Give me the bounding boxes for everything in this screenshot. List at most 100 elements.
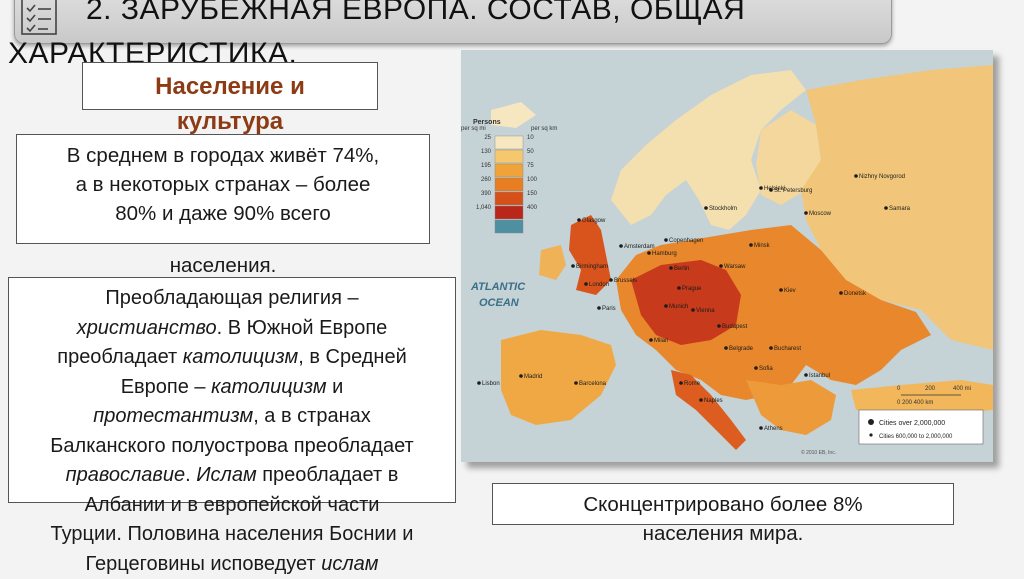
urban-population-box: В среднем в городах живёт 74%, а в некот…	[16, 134, 430, 244]
city-label: Milan	[654, 338, 668, 344]
city-label: Kiev	[784, 288, 796, 294]
city-label: Bucharest	[774, 346, 801, 352]
city-label: Istanbul	[809, 373, 830, 379]
big-city-label: Cities over 2,000,000	[879, 420, 945, 427]
city-marker	[677, 286, 681, 290]
legend-swatch	[495, 220, 523, 233]
legend-value-km: 75	[527, 163, 534, 169]
city-label: Budapest	[722, 324, 748, 330]
city-label: Copenhagen	[669, 238, 703, 244]
city-marker	[769, 188, 773, 192]
legend-value-km: 50	[527, 149, 534, 155]
legend-swatch	[495, 192, 523, 205]
legend-value-mi: 130	[481, 149, 492, 155]
legend-value-mi: 390	[481, 191, 492, 197]
section-tag: Население и культура	[82, 62, 378, 110]
city-marker	[839, 291, 843, 295]
world-share-box: Сконцентрировано более 8% населения мира…	[492, 483, 954, 525]
city-marker	[759, 426, 763, 430]
religion-line: Албании и в европейской части	[9, 491, 455, 521]
legend-value-km: 150	[527, 191, 538, 197]
city-marker	[519, 374, 523, 378]
religion-line: преобладает католицизм, в Средней	[9, 343, 455, 373]
legend-value-km: 10	[527, 135, 534, 141]
city-label: London	[589, 282, 609, 288]
city-label: Munich	[669, 304, 688, 310]
ocean-label: ATLANTIC	[470, 281, 526, 293]
city-marker	[691, 308, 695, 312]
city-label: Brussels	[614, 278, 637, 284]
city-marker	[649, 338, 653, 342]
legend-swatch	[495, 206, 523, 219]
city-label: Berlin	[674, 266, 689, 272]
city-marker	[619, 244, 623, 248]
city-marker	[724, 346, 728, 350]
map-svg: ATLANTIC OCEAN per sq mi Persons per sq …	[461, 50, 993, 462]
city-marker	[854, 174, 858, 178]
city-label: Naples	[704, 398, 723, 404]
city-marker	[769, 346, 773, 350]
legend-swatch	[495, 178, 523, 191]
city-marker	[571, 264, 575, 268]
city-label: Stockholm	[709, 206, 737, 212]
urban-line4: населения.	[17, 251, 429, 280]
city-marker	[884, 206, 888, 210]
legend-value-km: 400	[527, 205, 538, 211]
city-label: Belgrade	[729, 346, 754, 352]
city-marker	[597, 306, 601, 310]
city-marker	[647, 251, 651, 255]
city-label: Moscow	[809, 211, 832, 217]
city-marker	[779, 288, 783, 292]
religion-line: Балканского полуострова преобладает	[9, 432, 455, 462]
city-label: Warsaw	[724, 264, 746, 270]
population-density-map: ATLANTIC OCEAN per sq mi Persons per sq …	[461, 50, 993, 462]
urban-line1: В среднем в городах живёт 74%,	[17, 141, 429, 170]
world-share-line1: Сконцентрировано более 8%	[493, 490, 953, 519]
legend-value-mi: 195	[481, 163, 492, 169]
religion-line: протестантизм, а в странах	[9, 402, 455, 432]
city-label: Vienna	[696, 308, 715, 314]
city-marker	[699, 398, 703, 402]
section-tag-line1: Население и	[155, 73, 305, 100]
religion-box: Преобладающая религия – христианство. В …	[8, 277, 456, 503]
city-marker	[584, 282, 588, 286]
city-label: Hamburg	[652, 251, 677, 257]
religion-line: Герцеговины исповедует ислам	[9, 550, 455, 579]
city-marker	[717, 324, 721, 328]
city-marker	[577, 218, 581, 222]
medium-city-marker	[869, 433, 872, 436]
city-label: Lisbon	[482, 381, 500, 387]
city-marker	[804, 373, 808, 377]
city-label: Madrid	[524, 374, 542, 380]
city-marker	[477, 381, 481, 385]
religion-line: Турции. Половина населения Боснии и	[9, 520, 455, 550]
city-label: Samara	[889, 206, 911, 212]
cities-legend: Cities over 2,000,000 Cities 600,000 to …	[859, 410, 983, 444]
religion-line: Европе – католицизм и	[9, 373, 455, 403]
city-marker	[719, 264, 723, 268]
city-label: Nizhny Novgorod	[859, 174, 905, 180]
city-marker	[669, 266, 673, 270]
scale-km: 0 200 400 km	[897, 400, 933, 406]
city-label: Paris	[602, 306, 616, 312]
religion-line: православие. Ислам преобладает в	[9, 461, 455, 491]
urban-line2: а в некоторых странах – более	[17, 170, 429, 199]
legend-swatch	[495, 150, 523, 163]
legend-unit-right: per sq km	[531, 126, 557, 132]
city-marker	[609, 278, 613, 282]
city-label: St. Petersburg	[774, 188, 812, 194]
city-marker	[754, 366, 758, 370]
world-share-line2: населения мира.	[493, 519, 953, 548]
scale-400: 400 mi	[953, 386, 971, 392]
city-label: Minsk	[754, 243, 771, 249]
map-copyright: © 2010 EB, Inc.	[801, 449, 836, 456]
legend-value-mi: 25	[484, 135, 491, 141]
religion-line: христианство. В Южной Европе	[9, 314, 455, 344]
city-marker	[749, 243, 753, 247]
city-label: Amsterdam	[624, 244, 655, 250]
scale-200: 200	[925, 386, 936, 392]
religion-line: Преобладающая религия –	[9, 284, 455, 314]
city-marker	[759, 186, 763, 190]
legend-value-mi: 260	[481, 177, 492, 183]
legend-value-km: 100	[527, 177, 538, 183]
